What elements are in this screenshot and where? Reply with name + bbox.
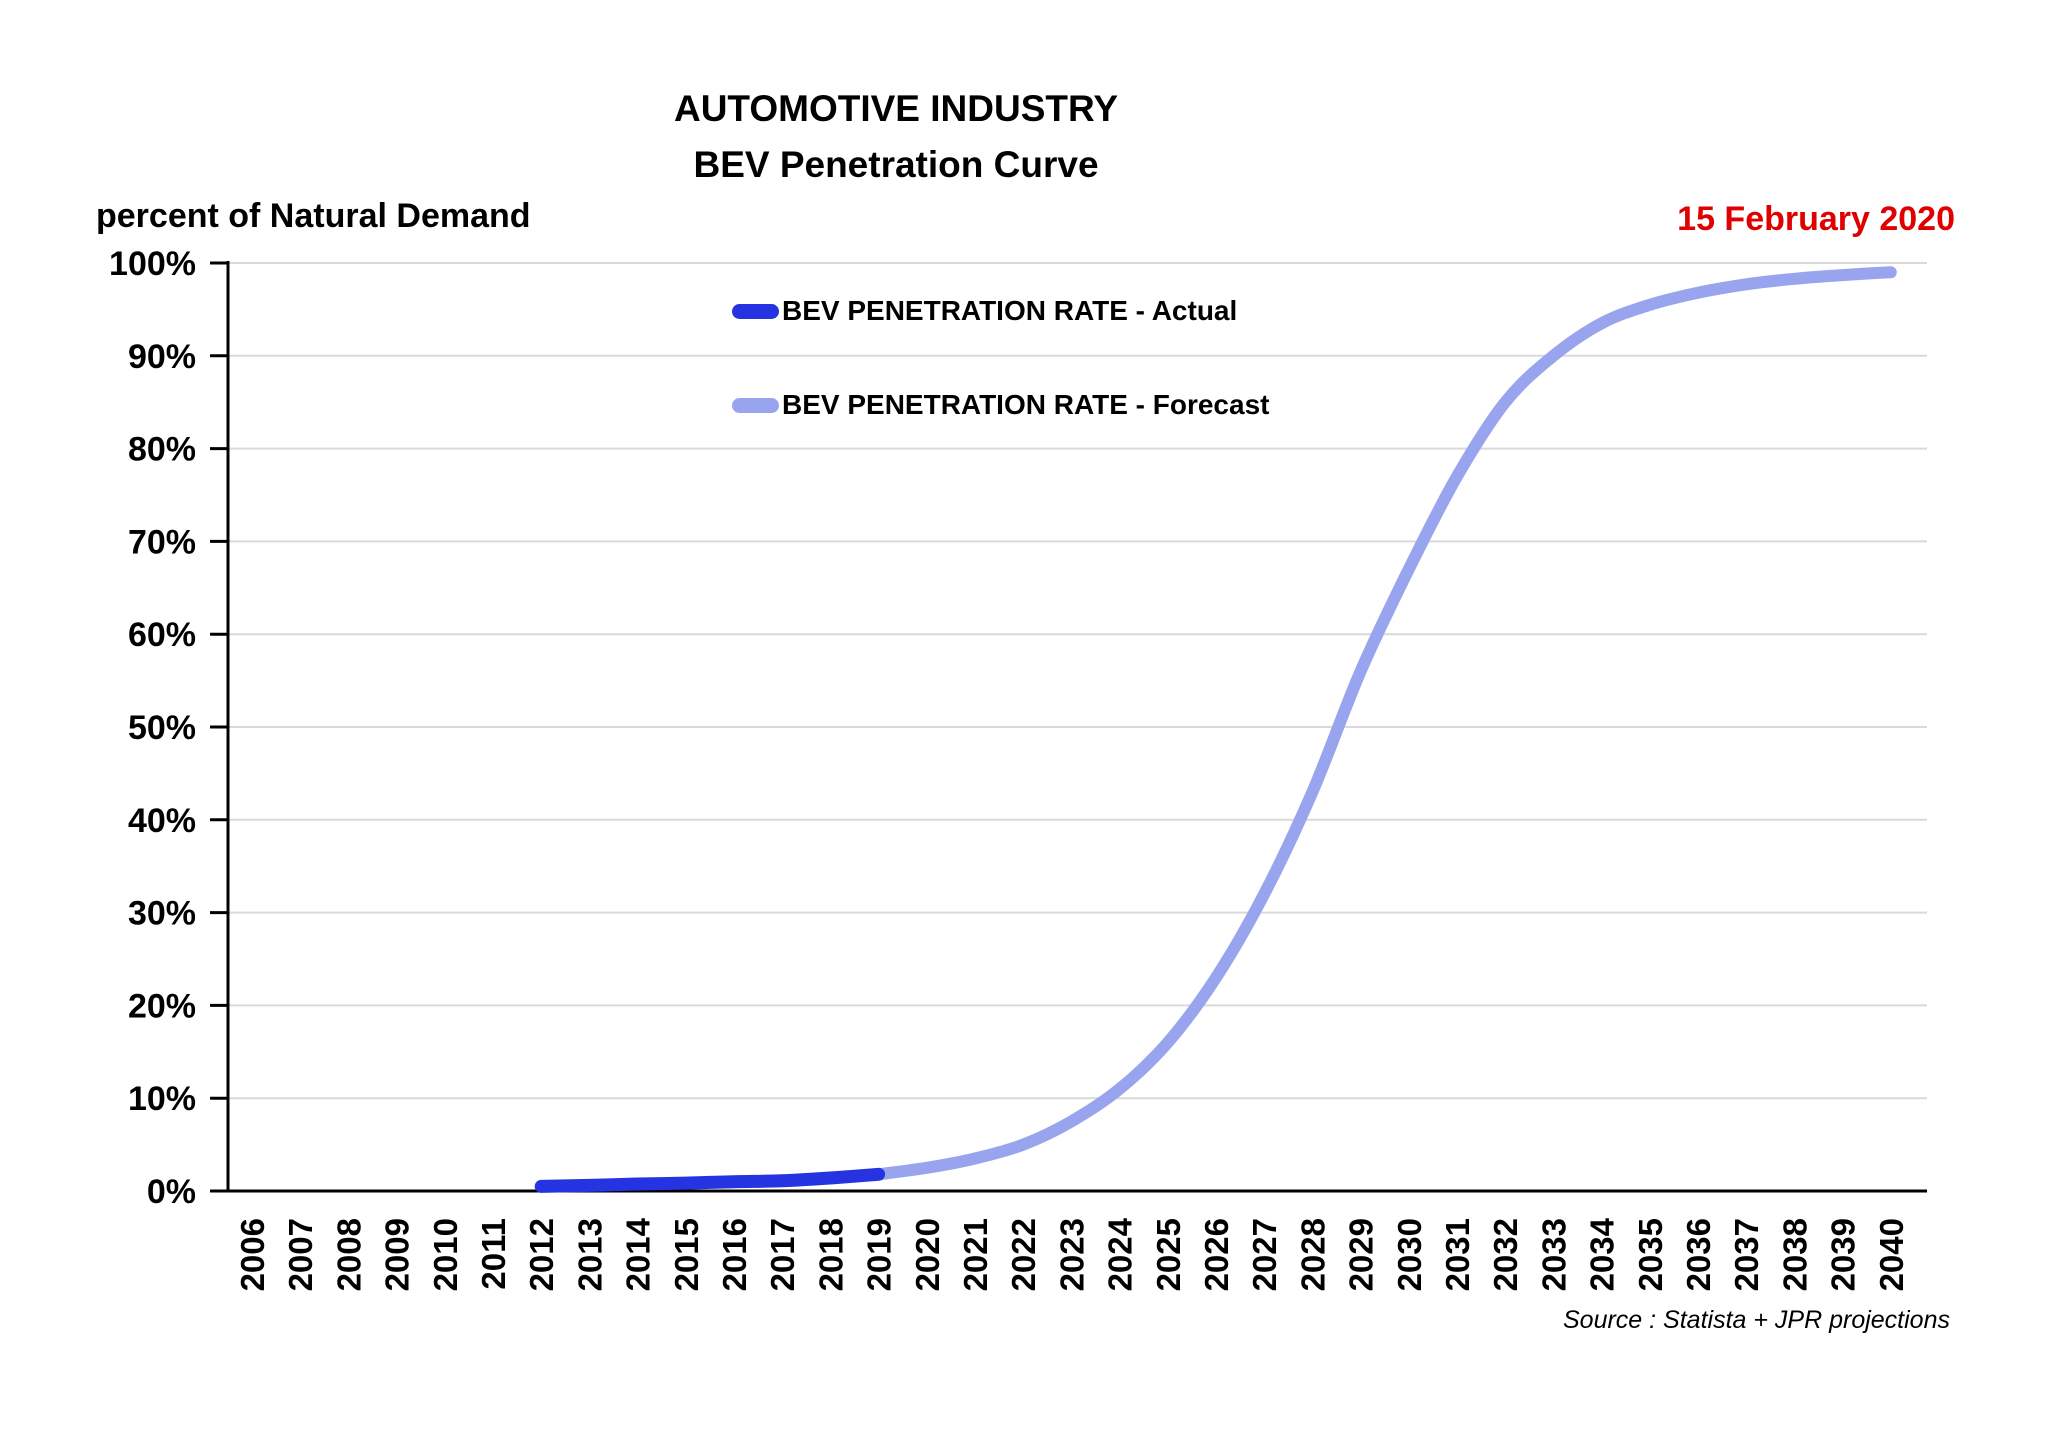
x-tick-label: 2009: [379, 1218, 416, 1291]
chart-title: AUTOMOTIVE INDUSTRY: [673, 88, 1119, 129]
series-line-actual: [534, 1167, 886, 1193]
x-tick-label: 2035: [1632, 1218, 1669, 1291]
y-tick-label: 70%: [128, 523, 196, 561]
y-tick-label: 20%: [128, 987, 196, 1025]
legend-item-actual: BEV PENETRATION RATE - Actual: [732, 292, 1269, 330]
x-tick-label: 2028: [1294, 1218, 1331, 1291]
x-tick-label: 2033: [1535, 1218, 1572, 1291]
x-tick-label: 2006: [234, 1218, 271, 1291]
x-tick-label: 2016: [716, 1218, 753, 1291]
x-tick-label: 2027: [1246, 1218, 1283, 1291]
x-tick-label: 2013: [571, 1218, 608, 1291]
x-tick-label: 2030: [1391, 1218, 1428, 1291]
x-tick-label: 2019: [861, 1218, 898, 1291]
x-tick-label: 2031: [1439, 1218, 1476, 1291]
x-tick-label: 2017: [764, 1218, 801, 1291]
x-tick-label: 2036: [1680, 1218, 1717, 1291]
x-tick-label: 2029: [1343, 1218, 1380, 1291]
x-tick-label: 2018: [812, 1218, 849, 1291]
x-tick-label: 2032: [1487, 1218, 1524, 1291]
y-tick-label: 40%: [128, 802, 196, 840]
x-tick-label: 2008: [330, 1218, 367, 1291]
x-tick-label: 2022: [1005, 1218, 1042, 1291]
x-tick-label: 2010: [427, 1218, 464, 1291]
x-tick-label: 2012: [523, 1218, 560, 1291]
legend-label-actual: BEV PENETRATION RATE - Actual: [782, 295, 1238, 326]
x-tick-label: 2020: [909, 1218, 946, 1291]
x-tick-label: 2025: [1150, 1218, 1187, 1291]
source-note: Source : Statista + JPR projections: [1563, 1306, 1950, 1334]
x-tick-label: 2011: [475, 1218, 512, 1290]
y-tick-label: 100%: [109, 245, 196, 283]
x-tick-label: 2038: [1776, 1218, 1813, 1291]
y-axis-title: percent of Natural Demand: [96, 197, 531, 235]
legend-swatch-actual-icon: [732, 303, 779, 319]
chart-title-block: AUTOMOTIVE INDUSTRY BEV Penetration Curv…: [296, 90, 1496, 183]
y-tick-label: 50%: [128, 709, 196, 747]
x-tick-label: 2015: [668, 1218, 705, 1291]
y-tick-label: 60%: [128, 616, 196, 654]
x-tick-label: 2023: [1053, 1218, 1090, 1291]
chart-legend: BEV PENETRATION RATE - Actual BEV PENETR…: [732, 292, 1269, 480]
x-tick-label: 2040: [1873, 1218, 1910, 1291]
x-tick-label: 2007: [282, 1218, 319, 1291]
x-tick-label: 2034: [1584, 1217, 1621, 1291]
x-tick-label: 2037: [1728, 1218, 1765, 1291]
legend-item-forecast: BEV PENETRATION RATE - Forecast: [732, 386, 1269, 424]
legend-label-forecast: BEV PENETRATION RATE - Forecast: [782, 389, 1270, 420]
y-tick-label: 30%: [128, 895, 196, 933]
chart-subtitle: BEV Penetration Curve: [693, 144, 1099, 185]
y-tick-label: 10%: [128, 1080, 196, 1118]
x-tick-label: 2039: [1825, 1218, 1862, 1291]
x-tick-label: 2014: [620, 1217, 657, 1291]
y-tick-label: 90%: [128, 338, 196, 376]
y-tick-label: 0%: [147, 1173, 196, 1211]
report-date: 15 February 2020: [1677, 200, 1955, 238]
x-tick-label: 2021: [957, 1218, 994, 1291]
legend-swatch-forecast-icon: [732, 397, 779, 413]
series-line-forecast: [872, 266, 1897, 1181]
x-tick-label: 2026: [1198, 1218, 1235, 1291]
x-tick-label: 2024: [1102, 1217, 1139, 1291]
y-tick-label: 80%: [128, 431, 196, 469]
